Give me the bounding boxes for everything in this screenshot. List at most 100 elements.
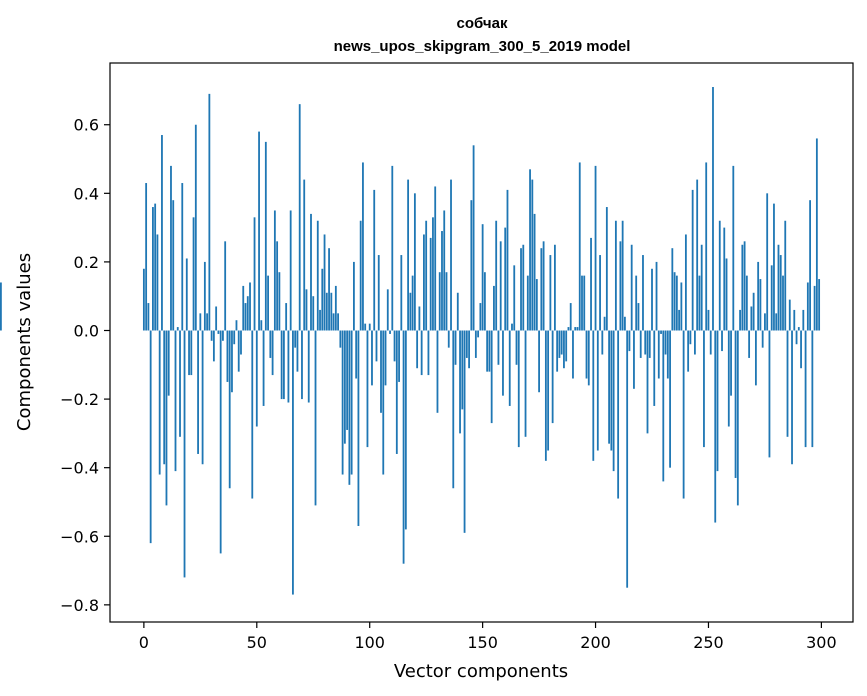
bar-232 bbox=[666, 330, 669, 379]
y-tick-label: −0.2 bbox=[60, 390, 99, 409]
bar-206 bbox=[608, 330, 610, 444]
bar-294 bbox=[806, 282, 809, 331]
bar-258 bbox=[725, 258, 728, 331]
bar-31 bbox=[212, 330, 215, 362]
bar-168 bbox=[522, 244, 525, 331]
bar-27 bbox=[203, 261, 206, 331]
bar-108 bbox=[386, 289, 389, 331]
bar-90 bbox=[346, 330, 349, 430]
bar-144 bbox=[468, 330, 470, 369]
bar-17 bbox=[181, 183, 184, 331]
bar-41 bbox=[235, 320, 238, 331]
bar-186 bbox=[563, 330, 565, 369]
bar-130 bbox=[436, 330, 439, 413]
bar-183 bbox=[556, 330, 559, 372]
bar-64 bbox=[287, 330, 290, 403]
bar-243 bbox=[691, 189, 694, 331]
bar-69 bbox=[298, 104, 301, 331]
bar-169 bbox=[524, 330, 527, 437]
bar-2 bbox=[147, 303, 150, 331]
bar-68 bbox=[296, 330, 299, 372]
bar-70 bbox=[301, 330, 303, 400]
bar-48 bbox=[251, 330, 254, 499]
bar-35 bbox=[222, 330, 224, 341]
bar-30 bbox=[210, 330, 213, 341]
bar-74 bbox=[310, 213, 312, 331]
bar-101 bbox=[371, 330, 373, 386]
bar-97 bbox=[362, 162, 364, 331]
bar-207 bbox=[610, 330, 613, 451]
bar-155 bbox=[493, 285, 495, 331]
bar-265 bbox=[741, 244, 744, 331]
bar-60 bbox=[278, 272, 281, 331]
bar-26 bbox=[201, 330, 204, 465]
bar-277 bbox=[768, 330, 771, 458]
bar-241 bbox=[687, 330, 690, 372]
bar-87 bbox=[339, 330, 342, 348]
bar-57 bbox=[271, 330, 274, 376]
bar-29 bbox=[208, 93, 211, 331]
bar-81 bbox=[325, 292, 328, 331]
bar-263 bbox=[736, 330, 739, 506]
bar-7 bbox=[158, 330, 161, 475]
bar-191 bbox=[574, 327, 577, 331]
bar-214 bbox=[626, 330, 629, 588]
bar-128 bbox=[432, 217, 434, 331]
y-tick-label: 0.2 bbox=[74, 253, 99, 272]
bar-244 bbox=[694, 330, 696, 355]
bar-280 bbox=[775, 313, 778, 331]
x-tick-label: 50 bbox=[247, 633, 267, 652]
bar-9 bbox=[163, 330, 166, 465]
bar-38 bbox=[228, 330, 231, 489]
bar-215 bbox=[628, 330, 631, 352]
bar-299 bbox=[818, 279, 821, 331]
bar-181 bbox=[551, 330, 554, 424]
bar-170 bbox=[526, 275, 529, 331]
bar-52 bbox=[260, 320, 263, 331]
bar-276 bbox=[766, 193, 769, 331]
bar-22 bbox=[192, 217, 195, 331]
bar-21 bbox=[190, 330, 193, 376]
bar-197 bbox=[587, 330, 590, 386]
bar-76 bbox=[314, 330, 317, 506]
bar-79 bbox=[321, 268, 324, 331]
bar-10 bbox=[165, 330, 168, 506]
y-tick-label: −0.6 bbox=[60, 527, 99, 546]
bar-25 bbox=[199, 313, 202, 331]
bar-116 bbox=[404, 330, 407, 530]
bar-61 bbox=[280, 330, 283, 400]
y-tick-label: −0.8 bbox=[60, 596, 99, 615]
bar-182 bbox=[553, 244, 556, 331]
bar-189 bbox=[569, 303, 572, 331]
y-tick-label: 0.6 bbox=[74, 116, 99, 135]
bar-292 bbox=[802, 309, 805, 331]
bar-98 bbox=[364, 323, 367, 331]
bar-67 bbox=[294, 330, 297, 348]
bar-77 bbox=[316, 220, 319, 331]
bar-224 bbox=[648, 330, 651, 358]
bar-194 bbox=[581, 275, 583, 331]
bar-184 bbox=[558, 330, 561, 358]
bar-103 bbox=[375, 330, 378, 362]
bar-283 bbox=[782, 275, 784, 331]
bar-124 bbox=[423, 234, 425, 331]
bar-133 bbox=[443, 210, 446, 331]
bar-284 bbox=[784, 220, 787, 331]
bar-298 bbox=[815, 138, 818, 331]
bar-66 bbox=[292, 330, 294, 595]
bar-208 bbox=[612, 330, 615, 472]
bar-93 bbox=[353, 261, 355, 331]
bar-240 bbox=[684, 234, 687, 331]
bar-120 bbox=[413, 193, 416, 331]
bar-233 bbox=[669, 330, 671, 468]
bar-180 bbox=[549, 255, 552, 331]
bar-278 bbox=[770, 265, 773, 331]
bar-230 bbox=[662, 330, 665, 482]
bar-141 bbox=[461, 330, 464, 410]
bar-43 bbox=[240, 330, 242, 355]
bar-270 bbox=[752, 292, 755, 331]
bar-260 bbox=[730, 330, 732, 396]
bar-259 bbox=[727, 330, 730, 427]
bar-78 bbox=[319, 309, 321, 331]
y-axis-label: Components values bbox=[14, 253, 35, 431]
